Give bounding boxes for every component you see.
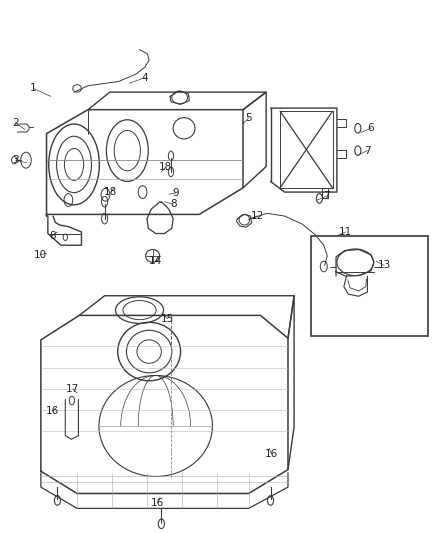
Text: 4: 4 [141, 73, 148, 83]
Text: 9: 9 [172, 188, 179, 198]
Text: 8: 8 [49, 231, 56, 241]
Bar [311, 236, 427, 336]
Text: 2: 2 [12, 118, 19, 128]
Text: 3: 3 [12, 155, 19, 165]
Text: 17: 17 [66, 384, 79, 394]
Text: 5: 5 [245, 112, 252, 123]
Text: 14: 14 [149, 256, 162, 266]
Text: 7: 7 [364, 146, 371, 156]
Text: 10: 10 [33, 250, 46, 260]
Text: 15: 15 [161, 313, 174, 324]
Text: 16: 16 [265, 449, 278, 458]
Text: 6: 6 [367, 123, 374, 133]
Text: 18: 18 [104, 187, 117, 197]
Text: 1: 1 [30, 83, 37, 93]
Text: 16: 16 [151, 498, 165, 508]
Text: 13: 13 [378, 261, 391, 270]
Text: 18: 18 [159, 162, 173, 172]
Text: 16: 16 [46, 406, 59, 416]
Text: 8: 8 [170, 199, 177, 209]
Text: 12: 12 [251, 211, 264, 221]
Text: 7: 7 [323, 191, 329, 201]
Text: 11: 11 [339, 227, 352, 237]
